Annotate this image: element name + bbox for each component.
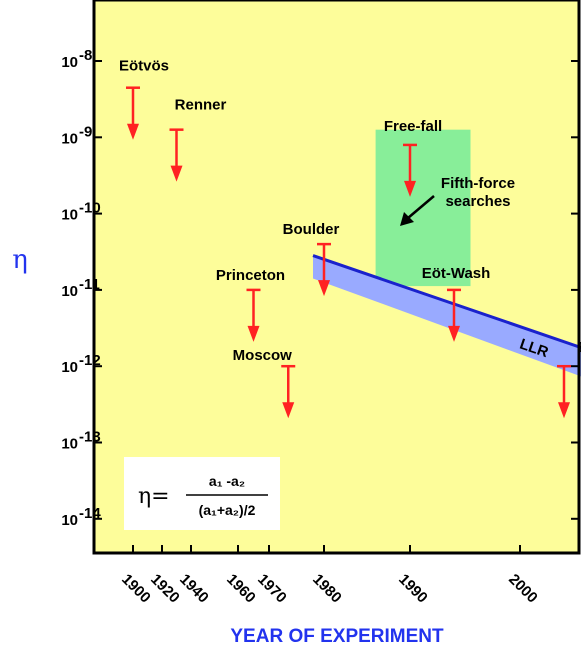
x-tick-label: 1990	[395, 571, 431, 607]
y-tick-label-exponent: -12	[79, 352, 101, 369]
y-tick-label: 10	[61, 283, 78, 300]
y-tick-label-exponent: -8	[79, 47, 92, 64]
fifth-force-label: Fifth-force searches	[441, 175, 515, 210]
upper-limit-arrow	[317, 242, 331, 297]
x-tick-label: 1960	[223, 571, 259, 607]
y-tick-label-exponent: -11	[79, 276, 100, 293]
experiment-label: Eöt-Wash	[422, 265, 491, 282]
formula-denominator: (a₁+a₂)/2	[199, 502, 256, 518]
y-tick-label: 10	[61, 512, 78, 529]
fifth-force-band	[375, 129, 471, 287]
y-axis-label: η	[12, 245, 28, 275]
y-tick-label: 10	[61, 359, 78, 376]
experiment-label: Renner	[175, 97, 227, 114]
experiment-label: Eötvös	[119, 58, 169, 75]
formula-numerator: a₁ -a₂	[209, 473, 245, 489]
y-tick-label-exponent: -9	[79, 123, 92, 140]
x-tick-label: 1920	[147, 571, 183, 607]
y-tick-label: 10	[61, 436, 78, 453]
y-tick-label-exponent: -13	[79, 429, 101, 446]
y-tick-label: 10	[61, 130, 78, 147]
y-tick-label-exponent: -10	[79, 200, 101, 217]
upper-limit-arrow	[403, 143, 417, 197]
y-tick-label: 10	[61, 54, 78, 71]
x-tick-label: 1940	[176, 571, 212, 607]
formula-box: η= a₁ -a₂ (a₁+a₂)/2	[124, 457, 280, 530]
y-tick-label-exponent: -14	[79, 505, 101, 522]
formula-lhs: η=	[138, 484, 170, 509]
x-axis-label: YEAR OF EXPERIMENT	[230, 626, 444, 647]
experiment-label: Princeton	[216, 267, 285, 284]
upper-limit-arrow	[126, 86, 140, 140]
llr-upper-edge	[312, 254, 581, 350]
upper-limit-arrow	[557, 364, 571, 419]
upper-limit-arrow	[281, 364, 296, 419]
upper-limit-arrow	[246, 288, 261, 342]
experiment-label: Moscow	[233, 347, 293, 364]
x-tick-label: 2000	[505, 571, 541, 607]
x-tick-label: 1980	[309, 571, 345, 607]
y-tick-label: 10	[61, 207, 78, 224]
x-tick-label: 1900	[118, 571, 154, 607]
fifth-force-pointer	[400, 195, 435, 226]
experiment-label: Boulder	[283, 221, 340, 238]
upper-limit-arrow	[169, 128, 184, 182]
x-tick-label: 1970	[254, 571, 290, 607]
upper-limit-arrow	[447, 288, 461, 342]
llr-band	[313, 255, 581, 377]
plot-frame	[92, 0, 581, 555]
experiment-label: Free-fall	[384, 118, 442, 135]
